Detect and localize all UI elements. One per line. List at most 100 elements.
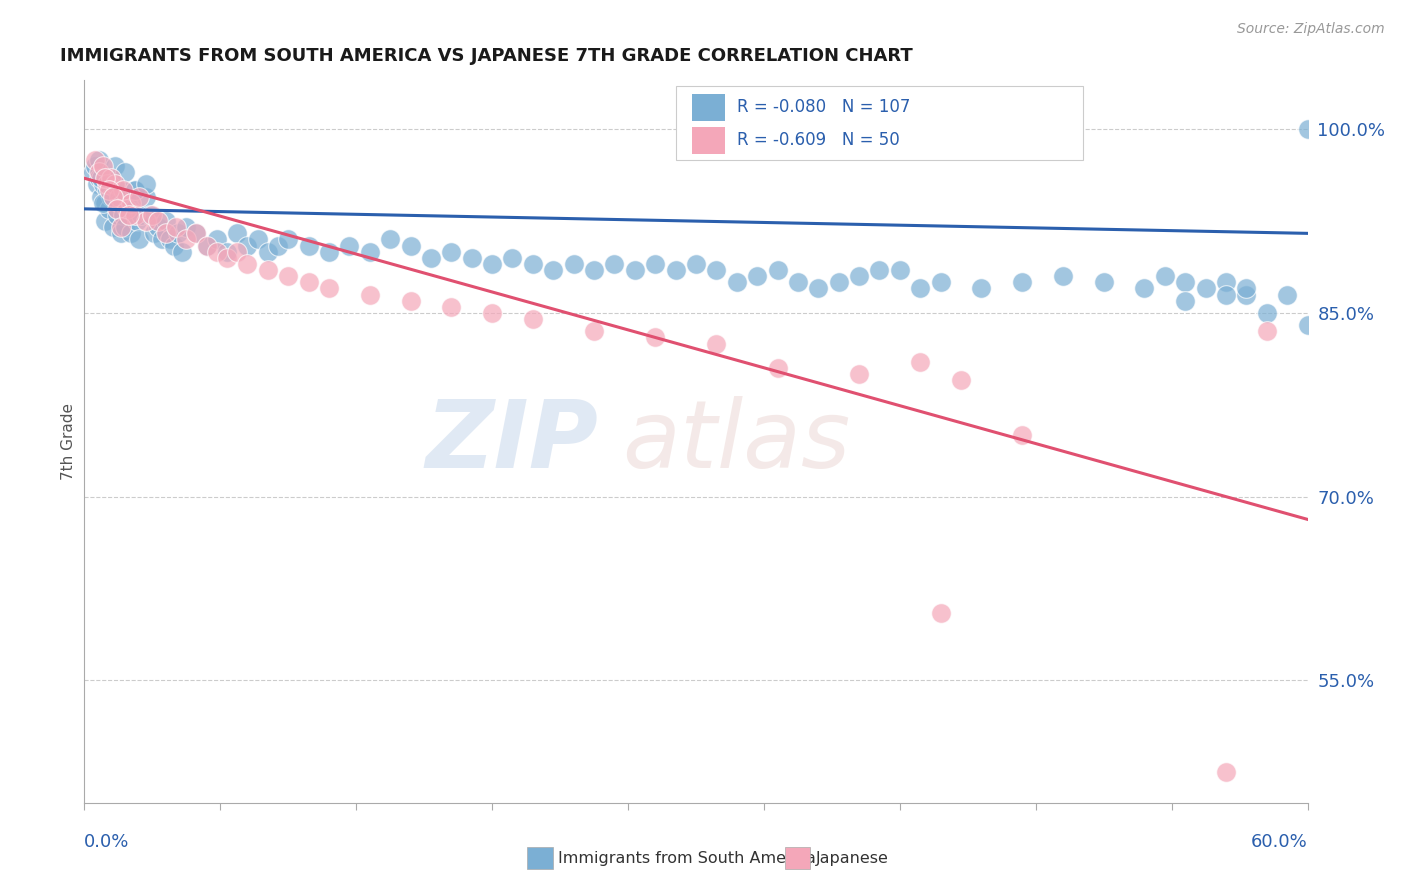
Point: [217, 251, 239, 265]
Point: [115, 202, 138, 216]
Bar: [676, 87, 1084, 160]
Point: [848, 269, 870, 284]
Point: [277, 232, 299, 246]
Point: [124, 184, 146, 198]
Point: [120, 227, 142, 241]
Point: [83, 159, 105, 173]
Point: [440, 244, 463, 259]
Point: [685, 257, 707, 271]
Point: [1296, 122, 1319, 136]
Point: [226, 227, 249, 241]
Point: [105, 208, 128, 222]
Point: [114, 184, 136, 198]
Point: [205, 244, 228, 259]
Point: [970, 281, 993, 295]
Point: [1256, 306, 1278, 320]
Point: [807, 281, 830, 295]
Point: [146, 214, 169, 228]
Point: [1011, 428, 1033, 442]
Point: [104, 178, 127, 192]
Point: [747, 269, 769, 284]
Point: [583, 263, 606, 277]
Point: [440, 300, 463, 314]
Point: [90, 189, 112, 203]
Point: [114, 165, 136, 179]
Point: [124, 208, 146, 222]
Point: [1215, 765, 1237, 780]
Point: [359, 244, 381, 259]
Point: [205, 232, 228, 246]
Point: [186, 227, 208, 241]
Point: [91, 159, 114, 173]
Point: [174, 220, 197, 235]
Point: [138, 208, 160, 222]
Point: [481, 306, 503, 320]
Point: [128, 232, 150, 246]
Point: [135, 189, 157, 203]
Point: [399, 293, 422, 308]
Point: [522, 312, 544, 326]
Point: [1195, 281, 1218, 295]
Point: [93, 171, 115, 186]
Point: [91, 178, 114, 192]
Point: [562, 257, 585, 271]
Point: [1174, 293, 1197, 308]
Point: [159, 232, 181, 246]
Point: [146, 220, 169, 235]
Point: [1215, 276, 1237, 290]
Point: [277, 269, 299, 284]
Point: [583, 324, 606, 338]
Point: [108, 195, 131, 210]
Point: [118, 208, 141, 222]
Point: [226, 244, 249, 259]
Point: [420, 251, 443, 265]
Point: [380, 232, 402, 246]
Point: [124, 184, 146, 198]
Point: [83, 153, 105, 167]
Point: [87, 165, 110, 179]
Point: [1154, 269, 1177, 284]
Point: [236, 257, 259, 271]
Point: [195, 238, 218, 252]
Point: [110, 227, 132, 241]
Point: [481, 257, 503, 271]
Point: [104, 159, 127, 173]
Point: [172, 244, 194, 259]
Point: [174, 232, 197, 246]
Point: [522, 257, 544, 271]
Point: [644, 257, 666, 271]
Point: [118, 208, 141, 222]
Text: R = -0.609   N = 50: R = -0.609 N = 50: [737, 131, 900, 149]
Text: 60.0%: 60.0%: [1251, 833, 1308, 852]
Point: [128, 189, 150, 203]
Bar: [692, 94, 724, 120]
Point: [120, 195, 142, 210]
Point: [706, 336, 728, 351]
Point: [869, 263, 891, 277]
Point: [706, 263, 728, 277]
Text: Source: ZipAtlas.com: Source: ZipAtlas.com: [1237, 22, 1385, 37]
Point: [93, 171, 115, 186]
Point: [167, 227, 190, 241]
Point: [359, 287, 381, 301]
Point: [101, 220, 124, 235]
Point: [318, 281, 340, 295]
Point: [1011, 276, 1033, 290]
Point: [644, 330, 666, 344]
Point: [1052, 269, 1074, 284]
Point: [339, 238, 361, 252]
Point: [1174, 276, 1197, 290]
Point: [399, 238, 422, 252]
Point: [91, 195, 114, 210]
Point: [665, 263, 688, 277]
Point: [461, 251, 484, 265]
Point: [910, 281, 932, 295]
Point: [1296, 318, 1319, 333]
Point: [246, 232, 269, 246]
Point: [93, 214, 115, 228]
Point: [93, 195, 115, 210]
Point: [910, 355, 932, 369]
Point: [257, 263, 280, 277]
Point: [114, 220, 136, 235]
Text: Immigrants from South America: Immigrants from South America: [558, 851, 815, 865]
